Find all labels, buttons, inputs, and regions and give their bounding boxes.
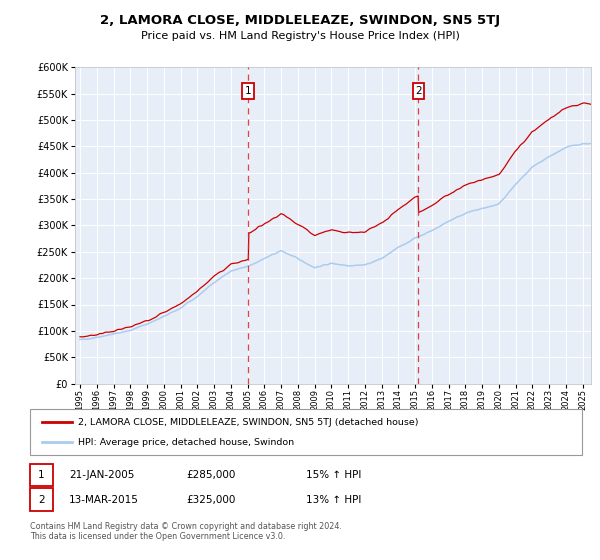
Text: 2, LAMORA CLOSE, MIDDLELEAZE, SWINDON, SN5 5TJ: 2, LAMORA CLOSE, MIDDLELEAZE, SWINDON, S… xyxy=(100,14,500,27)
Text: 1: 1 xyxy=(38,470,45,480)
Text: 15% ↑ HPI: 15% ↑ HPI xyxy=(306,470,361,480)
Text: Price paid vs. HM Land Registry's House Price Index (HPI): Price paid vs. HM Land Registry's House … xyxy=(140,31,460,41)
Text: 21-JAN-2005: 21-JAN-2005 xyxy=(69,470,134,480)
Text: 1: 1 xyxy=(245,86,252,96)
Text: 2: 2 xyxy=(38,494,45,505)
Text: 13% ↑ HPI: 13% ↑ HPI xyxy=(306,494,361,505)
Text: HPI: Average price, detached house, Swindon: HPI: Average price, detached house, Swin… xyxy=(78,438,294,447)
Text: 2: 2 xyxy=(415,86,422,96)
Text: Contains HM Land Registry data © Crown copyright and database right 2024.
This d: Contains HM Land Registry data © Crown c… xyxy=(30,522,342,542)
Text: £325,000: £325,000 xyxy=(186,494,235,505)
Text: £285,000: £285,000 xyxy=(186,470,235,480)
Text: 13-MAR-2015: 13-MAR-2015 xyxy=(69,494,139,505)
Text: 2, LAMORA CLOSE, MIDDLELEAZE, SWINDON, SN5 5TJ (detached house): 2, LAMORA CLOSE, MIDDLELEAZE, SWINDON, S… xyxy=(78,418,419,427)
